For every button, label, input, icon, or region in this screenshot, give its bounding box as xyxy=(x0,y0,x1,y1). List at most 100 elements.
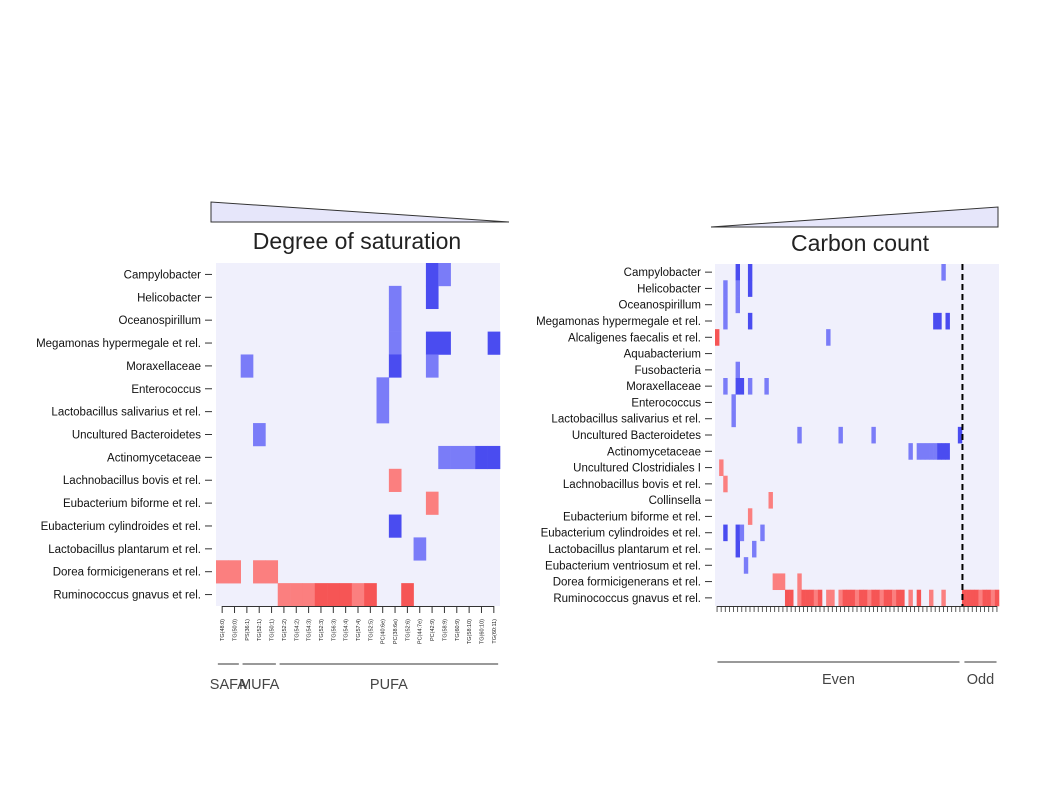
carbon-cell xyxy=(842,589,848,607)
carbon-cell xyxy=(978,589,983,607)
saturation-cell xyxy=(388,514,402,538)
carbon-cell xyxy=(801,589,806,607)
saturation-cell xyxy=(450,445,464,470)
carbon-cell xyxy=(764,378,769,395)
carbon-cell xyxy=(731,394,736,411)
carbon-cell xyxy=(933,312,938,330)
carbon-cell xyxy=(830,589,835,607)
carbon-row-label: Collinsella xyxy=(649,495,702,507)
carbon-cell xyxy=(838,589,843,607)
saturation-heatmap xyxy=(216,263,501,607)
saturation-cell xyxy=(425,354,439,378)
carbon-cell xyxy=(735,378,740,395)
carbon-cell xyxy=(916,443,922,460)
saturation-x-label: TG(48:0) xyxy=(220,619,226,641)
carbon-cell xyxy=(908,589,913,607)
carbon-row-label: Ruminococcus gnavus et rel. xyxy=(553,593,701,605)
carbon-cell xyxy=(941,443,946,460)
saturation-x-ticks: TG(48:0) TG(50:0) PS(36:1) TG(52:1) TG(50:1)… xyxy=(220,606,498,644)
carbon-cell xyxy=(723,312,728,330)
saturation-x-label: TG(60:9) xyxy=(455,619,461,641)
saturation-cell xyxy=(388,308,402,332)
saturation-row-label: Lachnobacillus bovis et rel. xyxy=(63,475,201,487)
carbon-cell xyxy=(945,443,950,460)
carbon-cell xyxy=(826,329,831,346)
saturation-x-label: TG(58:10) xyxy=(467,619,473,644)
saturation-cell xyxy=(265,560,279,584)
carbon-cell xyxy=(743,557,749,574)
carbon-cell xyxy=(941,589,946,607)
saturation-panel: Degree of saturation Campylobacter Helico… xyxy=(36,201,510,693)
saturation-row-label: Actinomycetaceae xyxy=(107,452,201,464)
saturation-x-label: TG(52:1) xyxy=(257,619,263,641)
carbon-cell xyxy=(760,524,765,542)
carbon-cell xyxy=(982,589,987,607)
saturation-cell xyxy=(462,445,476,470)
saturation-x-label: TG(56:3) xyxy=(331,619,337,641)
carbon-wedge xyxy=(710,206,999,228)
carbon-cell xyxy=(838,426,843,444)
carbon-row-label: Enterococcus xyxy=(631,397,701,409)
saturation-x-label: TG(52:5) xyxy=(368,619,374,641)
saturation-cell xyxy=(364,583,377,607)
carbon-row-label: Helicobacter xyxy=(637,283,701,295)
carbon-cell xyxy=(994,589,1000,607)
carbon-cell xyxy=(875,589,880,607)
saturation-cell xyxy=(438,263,451,287)
carbon-group-label: Odd xyxy=(967,672,994,688)
saturation-row-label: Enterococcus xyxy=(131,384,201,396)
carbon-row-label: Lactobacillus salivarius et rel. xyxy=(551,414,701,426)
saturation-cell xyxy=(438,331,451,355)
carbon-cell xyxy=(735,264,740,281)
saturation-row-label: Helicobacter xyxy=(137,292,201,304)
carbon-cell xyxy=(735,296,740,314)
saturation-cell xyxy=(376,400,390,424)
saturation-cell xyxy=(376,377,390,401)
saturation-cell xyxy=(388,331,402,355)
carbon-cell xyxy=(723,296,728,314)
carbon-cell xyxy=(966,589,971,607)
carbon-groups: Even Odd xyxy=(717,661,997,688)
carbon-cell xyxy=(747,264,753,281)
saturation-cell xyxy=(290,583,303,607)
carbon-x-ticks xyxy=(716,606,998,612)
carbon-cell xyxy=(961,589,967,607)
saturation-cell xyxy=(413,537,427,561)
carbon-cell xyxy=(900,589,905,607)
carbon-cell xyxy=(986,589,992,607)
carbon-cell xyxy=(883,589,889,607)
carbon-cell xyxy=(924,443,930,460)
carbon-row-label: Lachnobacillus bovis et rel. xyxy=(563,479,701,491)
saturation-row-label: Eubacterium cylindroides et rel. xyxy=(41,521,201,533)
saturation-x-label: PC(38:6e) xyxy=(393,619,399,644)
saturation-cell xyxy=(339,583,353,607)
carbon-row-labels: Campylobacter Helicobacter Oceanospirillum… xyxy=(536,267,712,605)
saturation-cell xyxy=(302,583,316,607)
carbon-cell xyxy=(813,589,819,607)
carbon-cell xyxy=(747,312,753,330)
carbon-cell xyxy=(920,443,926,460)
saturation-cell xyxy=(388,468,402,492)
carbon-cell xyxy=(826,589,831,607)
carbon-cell xyxy=(735,280,740,297)
carbon-cell xyxy=(780,573,786,591)
saturation-x-label: TG(52:6) xyxy=(405,619,411,641)
carbon-cell xyxy=(747,280,753,297)
carbon-cell xyxy=(867,589,872,607)
carbon-cell xyxy=(789,589,794,607)
saturation-x-label: TG(50:1) xyxy=(270,619,276,641)
carbon-cell xyxy=(859,589,864,607)
carbon-cell xyxy=(747,508,753,525)
saturation-cell xyxy=(425,285,439,310)
saturation-group-label: SAFA xyxy=(210,677,247,693)
saturation-cell xyxy=(253,560,266,584)
carbon-title: Carbon count xyxy=(791,230,930,256)
carbon-cell xyxy=(871,589,876,607)
carbon-cell xyxy=(735,540,740,558)
saturation-group-label: MUFA xyxy=(239,677,280,693)
carbon-heatmap xyxy=(715,264,1000,607)
saturation-cell xyxy=(388,354,402,378)
carbon-cell xyxy=(723,378,728,395)
